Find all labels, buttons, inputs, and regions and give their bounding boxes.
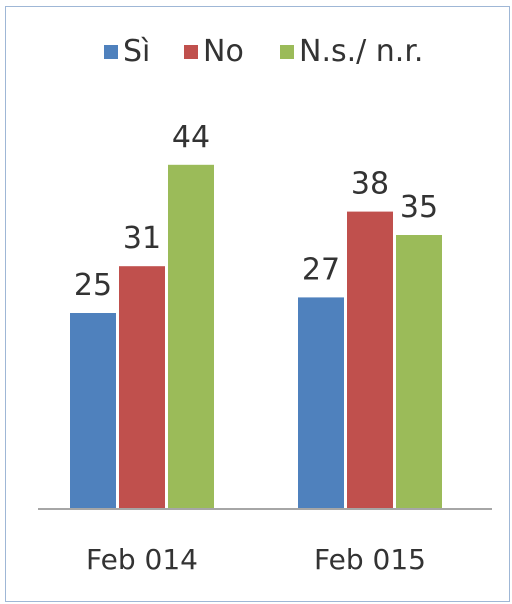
legend-label-n-s-n-r: N.s./ n.r. bbox=[299, 34, 423, 69]
legend: Sì No N.s./ n.r. bbox=[104, 34, 423, 69]
bar-0-2 bbox=[168, 164, 214, 509]
x-axis-ticks: Feb 014 Feb 015 bbox=[86, 543, 426, 576]
data-label-0-2: 44 bbox=[172, 120, 210, 155]
legend-swatch-no bbox=[184, 45, 198, 59]
bars-group bbox=[70, 164, 442, 509]
x-tick-label-1: Feb 015 bbox=[314, 543, 426, 576]
bar-1-1 bbox=[347, 211, 393, 508]
data-label-0-0: 25 bbox=[74, 268, 112, 303]
legend-swatch-s bbox=[104, 45, 118, 59]
data-labels-group: 25 31 44 27 38 35 bbox=[74, 120, 438, 303]
legend-label-s: Sì bbox=[123, 34, 150, 69]
bar-0-1 bbox=[119, 266, 165, 508]
bar-1-0 bbox=[298, 297, 344, 508]
x-tick-label-0: Feb 014 bbox=[86, 543, 198, 576]
bar-1-2 bbox=[396, 235, 442, 508]
data-label-1-1: 38 bbox=[351, 167, 389, 202]
data-label-0-1: 31 bbox=[123, 221, 161, 256]
data-label-1-2: 35 bbox=[400, 190, 438, 225]
bar-0-0 bbox=[70, 313, 116, 508]
legend-swatch-n-s-n-r bbox=[280, 45, 294, 59]
legend-label-no: No bbox=[203, 34, 244, 69]
data-label-1-0: 27 bbox=[302, 252, 340, 287]
